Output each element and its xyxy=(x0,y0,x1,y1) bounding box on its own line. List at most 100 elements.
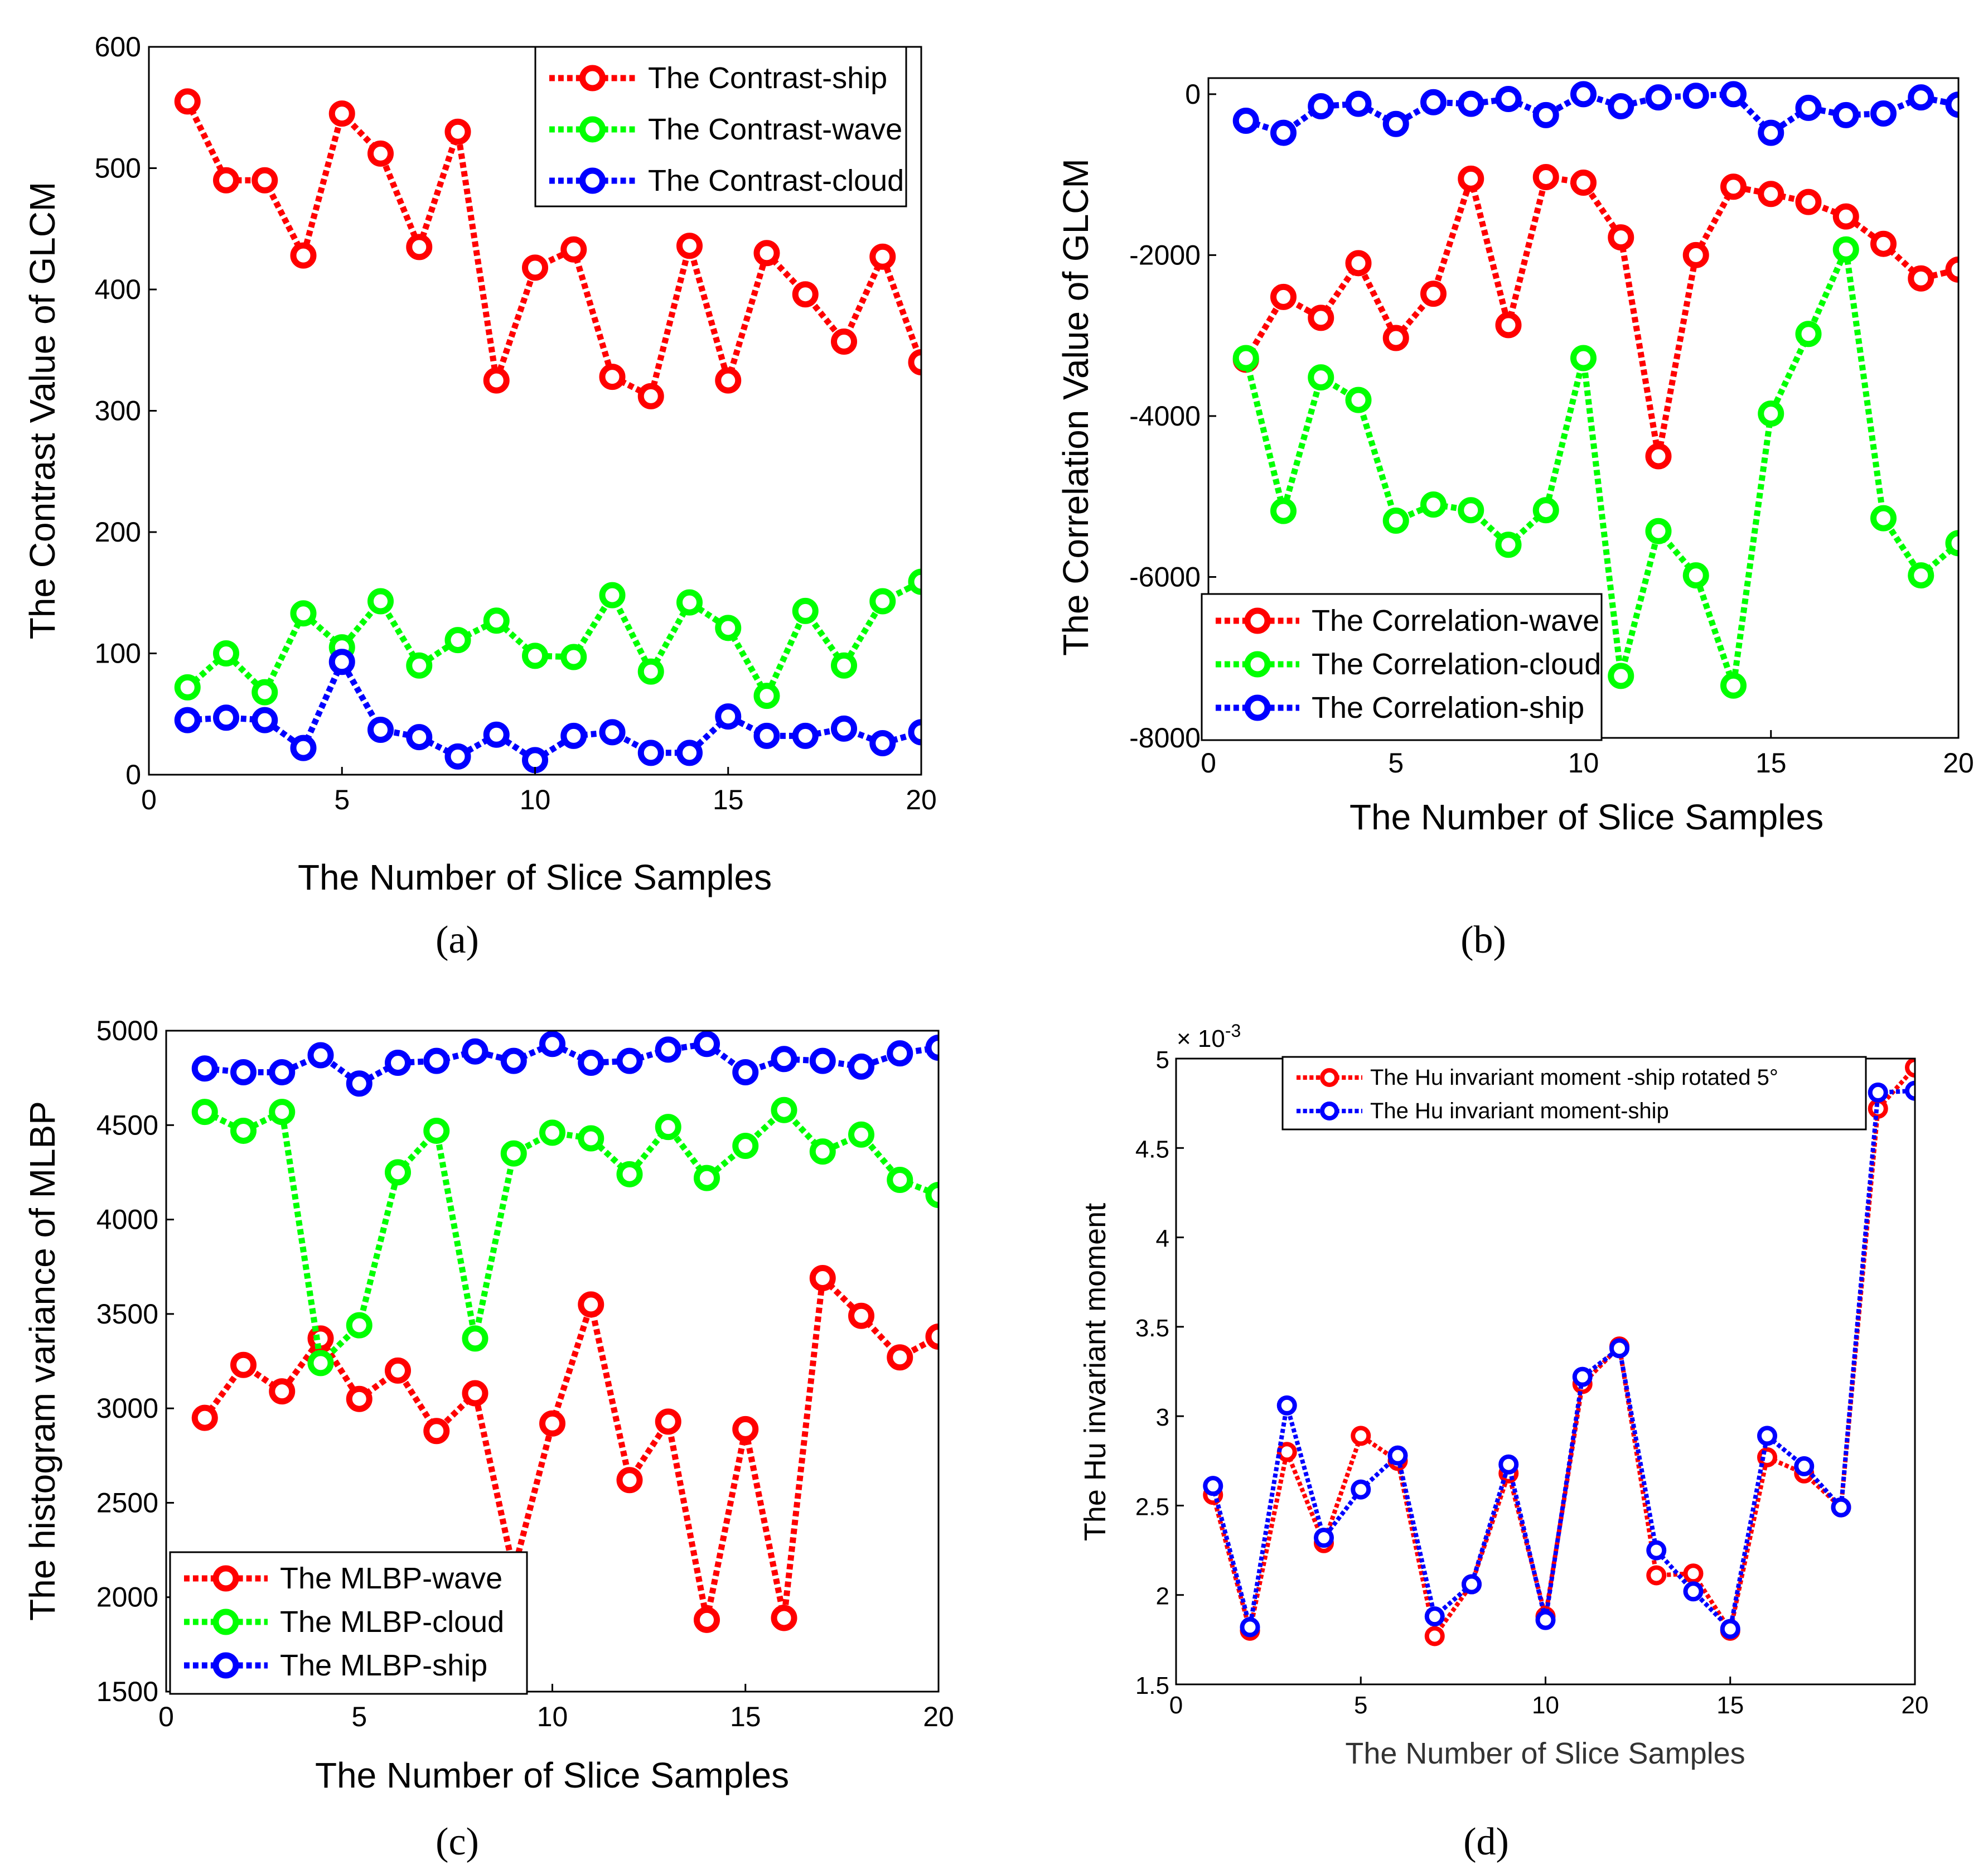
chart-c-series-3-point xyxy=(385,1050,411,1076)
chart-b-series-3-point xyxy=(1945,91,1958,118)
chart-a-y-tick-label: 200 xyxy=(95,516,141,548)
chart-c-series-2-point xyxy=(500,1140,527,1167)
chart-c-series-1-point xyxy=(385,1357,411,1384)
chart-b-series-2-point xyxy=(1232,345,1259,371)
chart-a-series-2-point xyxy=(560,644,587,670)
chart-c-series-1-point xyxy=(771,1605,797,1631)
chart-a-series-3-point xyxy=(676,740,703,766)
chart-c-series-3-point xyxy=(578,1050,604,1076)
chart-d-series-2-point xyxy=(1276,1395,1297,1416)
chart-c-x-tick-label: 0 xyxy=(158,1701,174,1732)
chart-c-x-tick-label: 20 xyxy=(923,1701,954,1732)
chart-c-series-3-point xyxy=(616,1047,643,1074)
chart-b-series-2-point xyxy=(1382,507,1409,534)
chart-c-series-1-point xyxy=(809,1265,836,1292)
chart-b: 0 5 10 15 20 -8000 -6000 -4000 -2000 0 The Number… xyxy=(1056,77,1974,962)
chart-a-series-1-point xyxy=(328,100,355,127)
chart-b-series-1-point xyxy=(1495,312,1522,339)
chart-b-series-1-point xyxy=(1345,250,1372,277)
chart-a-series-1-point xyxy=(522,254,548,281)
chart-a-series-3-point xyxy=(213,704,239,731)
chart-a-series-2-point xyxy=(908,568,921,595)
chart-d-x-axis-label: The Number of Slice Samples xyxy=(1345,1737,1745,1770)
chart-b-series-1-point xyxy=(1270,283,1297,310)
chart-c-series-1-point xyxy=(694,1606,720,1633)
chart-d-y-tick-label: 3.5 xyxy=(1135,1315,1169,1342)
chart-b-series-1-point xyxy=(1458,165,1484,192)
chart-c-y-tick-label: 2000 xyxy=(96,1582,158,1613)
chart-d-x-tick-label: 20 xyxy=(1902,1692,1929,1719)
chart-a-series-1-point xyxy=(792,281,819,308)
chart-d-series-1-point xyxy=(1905,1059,1915,1078)
chart-d-series-2-point xyxy=(1314,1528,1334,1548)
chart-c-series-1-point xyxy=(462,1380,488,1407)
chart-b-series-2-point xyxy=(1908,562,1934,589)
chart-a-series-2-point xyxy=(174,674,201,701)
chart-b-y-tick-label: -4000 xyxy=(1129,400,1201,432)
chart-b-series-2-point xyxy=(1458,497,1484,524)
chart-c-x-tick-label: 15 xyxy=(730,1701,761,1732)
chart-c-series-2-point xyxy=(307,1350,334,1376)
chart-a-x-tick-label: 20 xyxy=(906,784,937,815)
chart-a-series-3-point xyxy=(328,649,355,675)
chart-b-y-tick-label: -6000 xyxy=(1129,561,1201,592)
chart-b-series-1-point xyxy=(1832,203,1859,230)
chart-d-series-2-point xyxy=(1462,1574,1482,1595)
chart-b-series-2-point xyxy=(1945,530,1958,557)
chart-d-series-2-point xyxy=(1683,1581,1704,1602)
chart-a-y-tick-label: 500 xyxy=(95,153,141,184)
chart-c-y-tick-label: 3500 xyxy=(96,1298,158,1330)
chart-b-series-3-point xyxy=(1308,93,1334,119)
chart-a-series-1-point xyxy=(869,243,896,270)
chart-c-series-2-point xyxy=(848,1121,874,1148)
chart-b-series-2-point xyxy=(1645,518,1672,544)
chart-b-series-1-point xyxy=(1682,242,1709,268)
chart-a-x-tick-label: 5 xyxy=(334,784,350,815)
chart-d-series-2-point xyxy=(1572,1366,1593,1387)
chart-d: 0 5 10 15 20 1.5 2 2.5 3 3.5 4 4.5 5 × 10-3 The Numb… xyxy=(1078,1021,1928,1863)
chart-a-y-tick-label: 300 xyxy=(95,395,141,427)
chart-d-x-tick-label: 10 xyxy=(1532,1692,1559,1719)
chart-d-series-2-point xyxy=(1609,1338,1629,1359)
chart-c-series-1-point xyxy=(887,1344,913,1371)
chart-b-series-3-point xyxy=(1720,81,1747,108)
chart-b-x-tick-label: 15 xyxy=(1755,747,1787,779)
chart-c-series-3-point xyxy=(346,1070,373,1097)
chart-a-series-2-point xyxy=(831,652,857,679)
chart-a-panel-label: (a) xyxy=(436,919,479,962)
chart-d-y-tick-label: 5 xyxy=(1156,1046,1169,1074)
chart-a-series-2-point xyxy=(637,658,664,685)
chart-a-y-tick-label: 100 xyxy=(95,638,141,669)
chart-a-series-2-point xyxy=(869,588,896,615)
chart-a-series-3-point xyxy=(831,715,857,742)
chart-a-series-1-point xyxy=(599,364,626,390)
chart-b-legend-marker-3 xyxy=(1244,694,1271,721)
chart-a-series-1-point xyxy=(406,234,433,260)
chart-c-x-tick-label: 5 xyxy=(351,1701,367,1732)
chart-c-x-tick-label: 10 xyxy=(537,1701,568,1732)
chart-a-series-1-point xyxy=(367,140,394,167)
chart-c-legend-marker-3 xyxy=(212,1652,239,1679)
chart-b-series-3-point xyxy=(1532,102,1559,128)
chart-d-series-2-point xyxy=(1387,1445,1408,1466)
chart-c-series-2-point xyxy=(809,1138,836,1165)
chart-c-series-3-point xyxy=(771,1046,797,1073)
chart-c-series-2-point xyxy=(887,1166,913,1193)
chart-a-series-3-point xyxy=(290,735,317,761)
chart-d-plot-area xyxy=(1175,1057,1916,1685)
chart-b-series-1-point xyxy=(1758,181,1784,207)
chart-d-series-2-point xyxy=(1535,1610,1556,1630)
chart-c-series-2-point xyxy=(385,1159,411,1186)
chart-b-series-2-point xyxy=(1270,498,1297,524)
chart-a-series-1-point xyxy=(637,383,664,409)
chart-a-series-2-point xyxy=(251,679,278,706)
chart-b-series-1-point xyxy=(1945,256,1958,283)
chart-a-legend-marker-3 xyxy=(579,167,606,194)
chart-d-series-2-point xyxy=(1240,1617,1260,1638)
chart-c-y-tick-label: 3000 xyxy=(96,1393,158,1424)
chart-b-series-2-point xyxy=(1495,532,1522,558)
chart-a-series-1-point xyxy=(213,167,239,194)
chart-b-series-3-point xyxy=(1645,84,1672,111)
chart-d-legend-label-2: The Hu invariant moment-ship xyxy=(1370,1099,1669,1123)
chart-a-series-1-point xyxy=(715,367,742,394)
